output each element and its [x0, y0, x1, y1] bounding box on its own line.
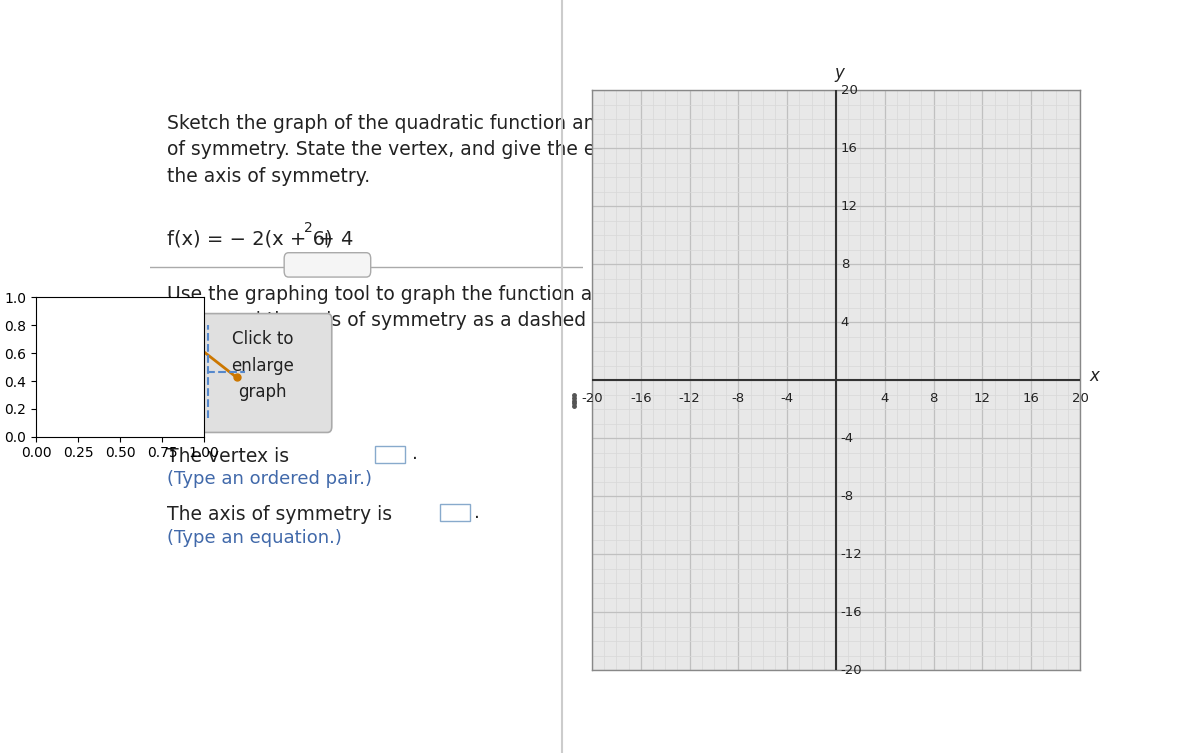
- Text: 8: 8: [841, 258, 850, 271]
- Text: -20: -20: [841, 663, 863, 677]
- FancyBboxPatch shape: [158, 313, 331, 432]
- FancyBboxPatch shape: [284, 253, 371, 277]
- Text: -4: -4: [841, 431, 854, 445]
- Text: -12: -12: [679, 392, 701, 405]
- Text: .: .: [474, 503, 480, 522]
- Text: -16: -16: [841, 605, 863, 619]
- FancyBboxPatch shape: [376, 447, 406, 462]
- Text: + 4: + 4: [312, 230, 354, 248]
- Text: 4: 4: [881, 392, 889, 405]
- Text: 2: 2: [304, 221, 312, 235]
- Text: (Type an equation.): (Type an equation.): [167, 529, 342, 547]
- Text: -8: -8: [732, 392, 745, 405]
- Text: Click to
enlarge
graph: Click to enlarge graph: [232, 331, 294, 401]
- Text: -4: -4: [781, 392, 793, 405]
- Text: 4: 4: [841, 316, 850, 329]
- Text: 20: 20: [841, 84, 858, 97]
- Text: 20: 20: [1072, 392, 1088, 405]
- FancyBboxPatch shape: [440, 505, 470, 520]
- Text: -16: -16: [630, 392, 652, 405]
- Text: f(x) = − 2(x + 6): f(x) = − 2(x + 6): [167, 230, 332, 248]
- Text: 12: 12: [841, 200, 858, 213]
- Text: -12: -12: [841, 547, 863, 561]
- Text: The vertex is: The vertex is: [167, 447, 289, 466]
- Text: 16: 16: [1022, 392, 1039, 405]
- Text: · · · · ·: · · · · ·: [311, 259, 343, 270]
- Text: The axis of symmetry is: The axis of symmetry is: [167, 505, 392, 524]
- Text: (Type an ordered pair.): (Type an ordered pair.): [167, 470, 372, 488]
- Text: .: .: [412, 444, 418, 463]
- Text: 8: 8: [930, 392, 937, 405]
- Text: y: y: [835, 64, 845, 82]
- Text: 16: 16: [841, 142, 858, 155]
- Text: -20: -20: [581, 392, 602, 405]
- Text: Use the graphing tool to graph the function as a solid
curve and the axis of sym: Use the graphing tool to graph the funct…: [167, 285, 670, 330]
- Text: x: x: [1090, 367, 1099, 385]
- Text: 12: 12: [974, 392, 991, 405]
- Text: -8: -8: [841, 489, 854, 503]
- Text: Sketch the graph of the quadratic function and the axis
of symmetry. State the v: Sketch the graph of the quadratic functi…: [167, 114, 698, 185]
